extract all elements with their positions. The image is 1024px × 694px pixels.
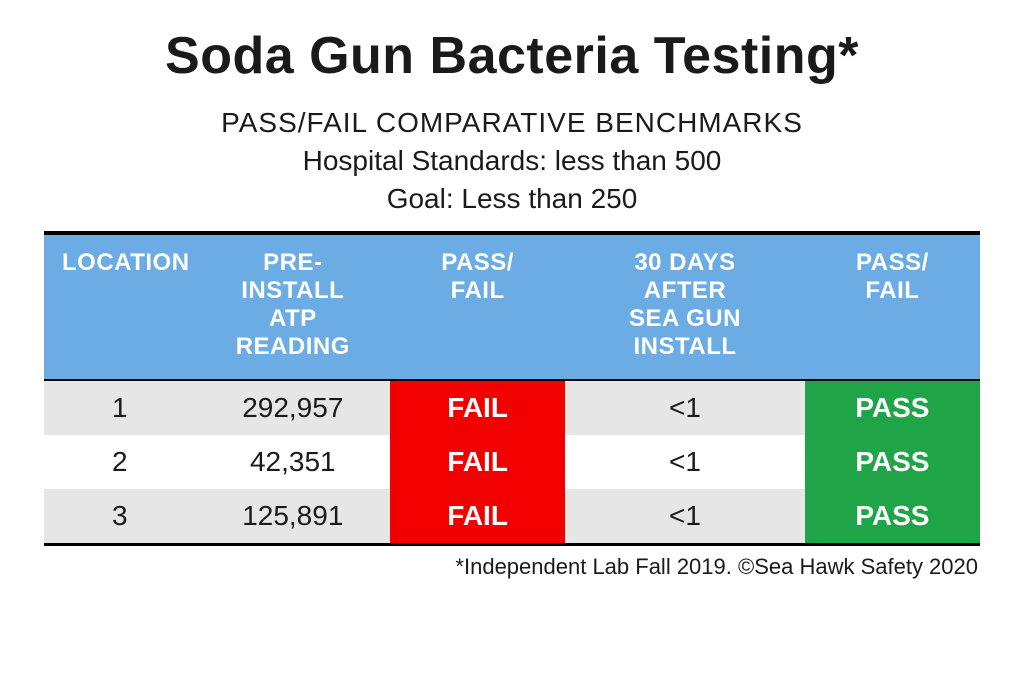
- table-header-row: LOCATION PRE-INSTALLATPREADING PASS/FAIL…: [44, 233, 980, 380]
- table-row: 1 292,957 FAIL <1 PASS: [44, 380, 980, 435]
- col-header-pf1: PASS/FAIL: [390, 233, 565, 380]
- cell-after: <1: [565, 435, 805, 489]
- cell-pf2: PASS: [805, 489, 980, 545]
- cell-pf2: PASS: [805, 435, 980, 489]
- cell-location: 3: [44, 489, 196, 545]
- page: Soda Gun Bacteria Testing* PASS/FAIL COM…: [0, 0, 1024, 694]
- col-header-after: 30 DAYSAFTERSEA GUNINSTALL: [565, 233, 805, 380]
- cell-pf2: PASS: [805, 380, 980, 435]
- cell-location: 1: [44, 380, 196, 435]
- cell-after: <1: [565, 380, 805, 435]
- cell-after: <1: [565, 489, 805, 545]
- cell-pf1: FAIL: [390, 435, 565, 489]
- cell-pre: 42,351: [196, 435, 391, 489]
- benchmarks-goal: Goal: Less than 250: [221, 180, 803, 218]
- cell-pf1: FAIL: [390, 380, 565, 435]
- table-row: 2 42,351 FAIL <1 PASS: [44, 435, 980, 489]
- table-row: 3 125,891 FAIL <1 PASS: [44, 489, 980, 545]
- col-header-pf2: PASS/FAIL: [805, 233, 980, 380]
- results-table: LOCATION PRE-INSTALLATPREADING PASS/FAIL…: [44, 231, 980, 546]
- cell-location: 2: [44, 435, 196, 489]
- footnote: *Independent Lab Fall 2019. ©Sea Hawk Sa…: [42, 554, 982, 580]
- col-header-pre: PRE-INSTALLATPREADING: [196, 233, 391, 380]
- cell-pre: 292,957: [196, 380, 391, 435]
- benchmarks-heading: PASS/FAIL COMPARATIVE BENCHMARKS: [221, 104, 803, 142]
- benchmarks-block: PASS/FAIL COMPARATIVE BENCHMARKS Hospita…: [221, 104, 803, 217]
- cell-pre: 125,891: [196, 489, 391, 545]
- col-header-location: LOCATION: [44, 233, 196, 380]
- benchmarks-hospital: Hospital Standards: less than 500: [221, 142, 803, 180]
- page-title: Soda Gun Bacteria Testing*: [165, 26, 859, 86]
- cell-pf1: FAIL: [390, 489, 565, 545]
